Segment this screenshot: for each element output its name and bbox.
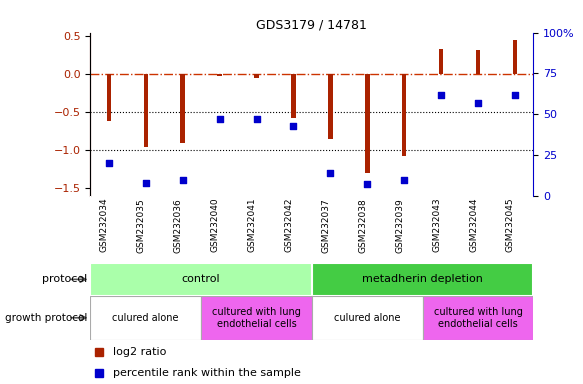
Title: GDS3179 / 14781: GDS3179 / 14781: [257, 18, 367, 31]
Text: growth protocol: growth protocol: [5, 313, 87, 323]
Text: GSM232034: GSM232034: [100, 198, 109, 253]
Text: GSM232045: GSM232045: [506, 198, 515, 253]
Point: [178, 177, 187, 183]
Text: culured alone: culured alone: [113, 313, 179, 323]
Point: [215, 116, 224, 122]
Point: [399, 177, 409, 183]
Text: GSM232042: GSM232042: [285, 198, 293, 252]
Bar: [181, 74, 185, 143]
Bar: [312, 296, 423, 340]
Point: [141, 180, 150, 186]
Point: [104, 160, 114, 166]
Bar: [107, 74, 111, 121]
Point: [473, 100, 483, 106]
Point: [510, 92, 519, 98]
Point: [289, 122, 298, 129]
Text: log2 ratio: log2 ratio: [113, 347, 166, 357]
Text: GSM232041: GSM232041: [248, 198, 257, 253]
Text: GSM232044: GSM232044: [469, 198, 478, 252]
Bar: [423, 296, 533, 340]
Bar: [90, 296, 201, 340]
Bar: [254, 74, 259, 78]
Bar: [365, 74, 370, 173]
Point: [252, 116, 261, 122]
Bar: [328, 74, 332, 139]
Text: culured alone: culured alone: [334, 313, 401, 323]
Text: GSM232038: GSM232038: [359, 198, 367, 253]
Bar: [476, 50, 480, 74]
Bar: [292, 74, 296, 118]
Bar: [217, 74, 222, 76]
Point: [326, 170, 335, 176]
Text: cultured with lung
endothelial cells: cultured with lung endothelial cells: [434, 307, 522, 329]
Bar: [402, 74, 406, 156]
Text: percentile rank within the sample: percentile rank within the sample: [113, 368, 300, 378]
Bar: [201, 296, 312, 340]
Text: GSM232040: GSM232040: [210, 198, 220, 253]
Text: protocol: protocol: [42, 274, 87, 285]
Text: cultured with lung
endothelial cells: cultured with lung endothelial cells: [212, 307, 301, 329]
Point: [363, 181, 372, 187]
Text: metadherin depletion: metadherin depletion: [362, 274, 483, 285]
Text: GSM232043: GSM232043: [432, 198, 441, 253]
Bar: [439, 49, 443, 74]
Point: [437, 92, 446, 98]
Bar: [513, 40, 517, 74]
Bar: [143, 74, 148, 147]
Text: control: control: [182, 274, 220, 285]
Text: GSM232037: GSM232037: [321, 198, 331, 253]
Text: GSM232035: GSM232035: [137, 198, 146, 253]
Text: GSM232036: GSM232036: [174, 198, 182, 253]
Bar: [312, 263, 533, 296]
Bar: [90, 263, 312, 296]
Text: GSM232039: GSM232039: [395, 198, 404, 253]
